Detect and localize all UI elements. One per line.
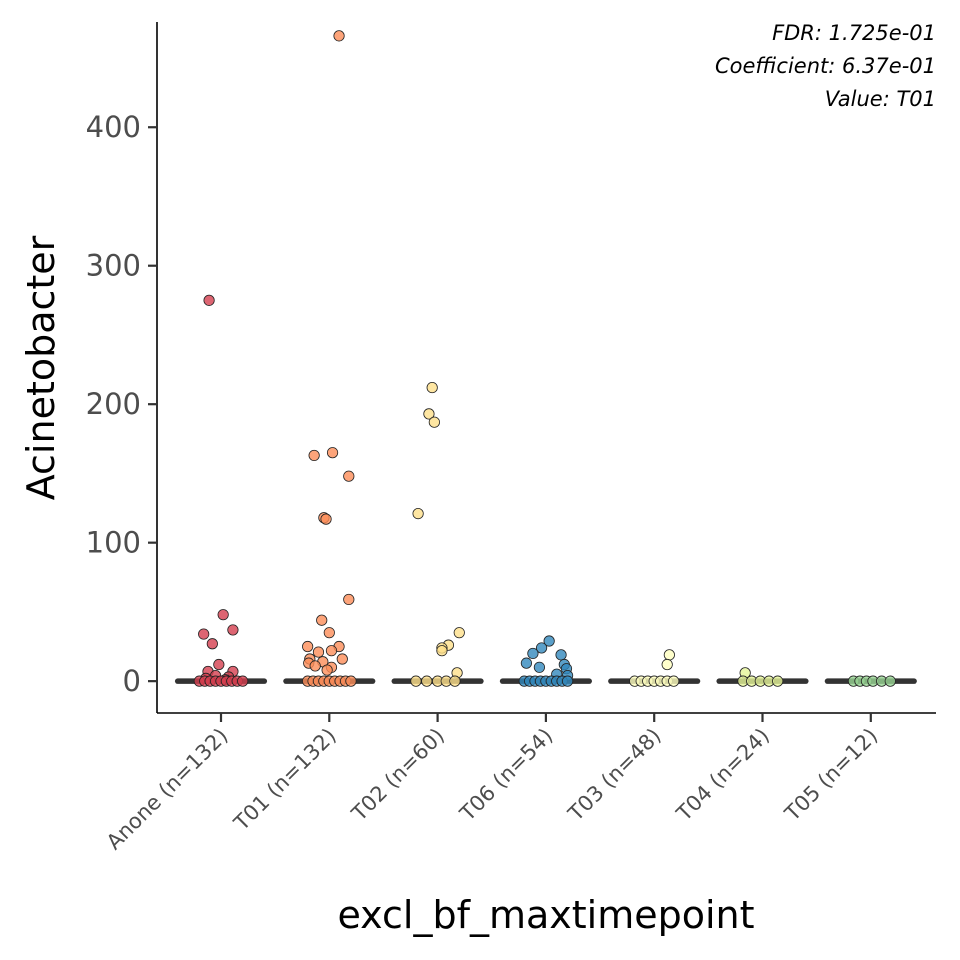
data-point: [543, 635, 555, 647]
series-2: [410, 381, 465, 687]
data-point: [884, 675, 896, 687]
data-point: [336, 653, 348, 665]
data-point: [302, 640, 314, 653]
data-point: [237, 675, 249, 687]
data-point: [206, 638, 218, 650]
data-point: [308, 449, 320, 462]
annotation-2: Value: T01: [825, 87, 936, 111]
data-point: [325, 645, 338, 657]
data-point: [535, 642, 548, 654]
data-point: [203, 294, 215, 306]
annotation-1: Coefficient: 6.37e-01: [715, 54, 936, 78]
y-axis-title: Acinetobacter: [19, 235, 63, 500]
data-point: [668, 675, 680, 687]
data-point: [421, 675, 433, 687]
y-tick-label: 0: [123, 664, 141, 698]
y-tick-label: 300: [86, 249, 141, 283]
data-point: [772, 675, 784, 687]
series-6: [847, 675, 896, 687]
data-point: [320, 513, 332, 525]
x-tick-label: T03 (n=48): [563, 724, 666, 827]
data-point: [333, 30, 345, 42]
y-tick-label: 400: [86, 110, 141, 144]
data-point: [316, 614, 328, 626]
data-point: [453, 627, 465, 639]
data-point: [345, 675, 357, 687]
data-point: [533, 661, 546, 673]
plot-area: [174, 30, 917, 687]
data-point: [663, 649, 675, 661]
data-point: [213, 658, 225, 671]
data-point: [323, 627, 335, 639]
series-5: [737, 667, 784, 687]
x-tick-label: T06 (n=54): [455, 724, 558, 827]
data-point: [198, 628, 210, 640]
data-point: [412, 507, 424, 520]
x-tick-label: T02 (n=60): [346, 724, 449, 827]
data-point: [428, 416, 440, 428]
data-point: [561, 675, 574, 687]
data-point: [527, 647, 539, 660]
data-point: [326, 447, 339, 459]
series-3: [518, 635, 574, 687]
annotation-0: FDR: 1.725e-01: [772, 21, 936, 45]
data-point: [449, 675, 461, 687]
data-point: [555, 649, 567, 661]
data-point: [343, 470, 355, 482]
x-tick-label: T04 (n=24): [671, 724, 774, 827]
x-tick-label: Anone (n=132): [102, 724, 233, 855]
data-point: [426, 381, 438, 394]
data-point: [436, 645, 448, 657]
y-tick-label: 100: [86, 526, 141, 560]
data-point: [520, 657, 533, 669]
data-point: [343, 593, 355, 606]
data-point: [217, 609, 229, 621]
series-1: [302, 30, 357, 687]
data-point: [227, 624, 239, 636]
x-tick-label: T05 (n=12): [780, 724, 883, 827]
data-point: [309, 660, 321, 672]
data-point: [410, 675, 422, 687]
data-point: [423, 408, 435, 420]
data-point: [321, 664, 333, 676]
annotations: FDR: 1.725e-01 Coefficient: 6.37e-01 Value…: [715, 21, 936, 111]
x-tick-label: T01 (n=132): [229, 724, 341, 836]
y-tick-label: 200: [86, 387, 141, 421]
data-point: [312, 646, 325, 658]
series-0: [193, 294, 249, 687]
data-point: [661, 658, 673, 671]
x-axis-title: excl_bf_maxtimepoint: [337, 893, 754, 937]
axes: 0 100 200 300 400 Anone (n=132)T01 (n=132) T02…: [86, 22, 936, 854]
series-4: [629, 649, 680, 687]
